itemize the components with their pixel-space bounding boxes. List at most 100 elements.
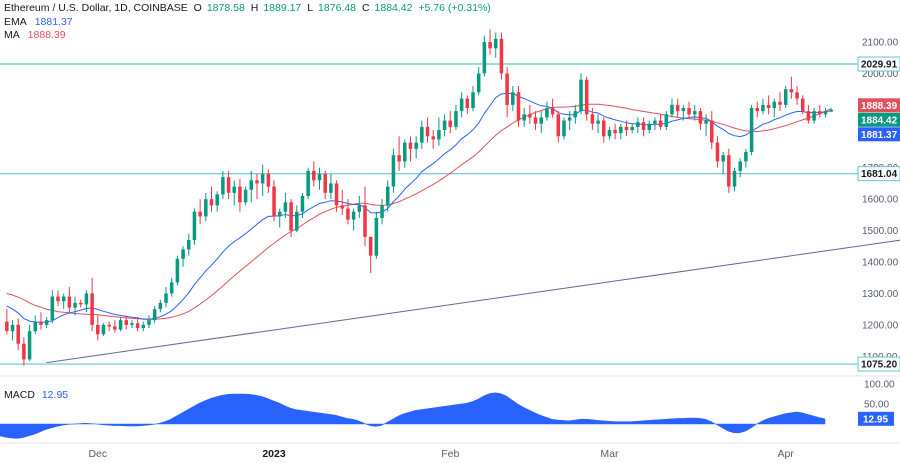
price-axis-tick: 1400.00 [862, 258, 899, 269]
candle [493, 32, 498, 58]
trendline [46, 239, 900, 364]
candle [772, 98, 777, 118]
candle [44, 317, 49, 328]
candle [164, 287, 168, 308]
candle [715, 136, 720, 168]
macd-legend[interactable]: MACD 12.95 [4, 389, 68, 401]
candle [613, 123, 617, 140]
candle-body [710, 120, 714, 143]
candle [789, 76, 794, 99]
candle [84, 290, 89, 313]
candle-body [283, 202, 288, 212]
candle [664, 111, 669, 130]
macd-value: 12.95 [41, 389, 69, 401]
candle [317, 167, 322, 190]
candle [272, 180, 276, 222]
candle [670, 98, 674, 118]
candle [56, 290, 60, 306]
candle [596, 114, 600, 134]
ema-value: 1881.37 [34, 15, 73, 28]
candle [459, 92, 464, 118]
candle [522, 108, 526, 127]
candle [357, 196, 362, 218]
candle-body [33, 321, 38, 332]
ohlc-close: C 1884.42 [361, 2, 413, 14]
candle-body [368, 236, 373, 256]
candle-body [181, 249, 185, 259]
candle [601, 117, 606, 143]
candle [556, 111, 561, 143]
candle-body [442, 120, 447, 130]
candle-body [624, 126, 629, 130]
candle-body [130, 323, 134, 325]
candle-body [198, 211, 202, 217]
candle [78, 299, 83, 308]
candle [755, 101, 760, 118]
candle [641, 117, 646, 137]
candle-body [471, 92, 475, 108]
candle-body [351, 211, 356, 220]
candle-body [340, 205, 345, 209]
candle-body [306, 170, 310, 196]
candle [260, 164, 265, 196]
candle [141, 321, 146, 332]
candle [277, 208, 282, 228]
candle-body [44, 320, 49, 325]
symbol-row: Ethereum / U.S. Dollar, 1D, COINBASE O 18… [4, 2, 494, 16]
ohlc-low: L 1876.48 [307, 2, 357, 14]
candle-body [596, 120, 600, 124]
macd-value-badge-label: 12.95 [863, 414, 888, 425]
candle-body [260, 174, 265, 184]
candle-body [175, 258, 180, 283]
candle-body [698, 111, 703, 124]
candle [10, 320, 15, 341]
candle-body [397, 155, 401, 162]
candle [403, 139, 407, 168]
candle [130, 320, 134, 328]
price-axis-tick: 2100.00 [862, 38, 899, 49]
candle [636, 117, 640, 134]
candle [107, 321, 111, 332]
candle [334, 180, 339, 212]
candle-body [533, 117, 538, 124]
candle-body [721, 155, 725, 162]
candle-body [27, 331, 32, 360]
candle-body [232, 186, 237, 193]
candle-body [334, 183, 339, 206]
ma-legend-row[interactable]: MA 1888.39 [4, 29, 494, 43]
ma-value: 1888.39 [27, 29, 66, 41]
candle [226, 170, 231, 200]
candle-body [380, 205, 384, 218]
candle [471, 86, 475, 112]
candle [266, 169, 271, 193]
ema-legend-row[interactable]: EMA 1881.37 [4, 16, 494, 30]
candle [363, 186, 367, 247]
candle-body [692, 111, 697, 115]
price-axis-tick: 1500.00 [862, 226, 899, 237]
candle-body [391, 155, 396, 187]
candle [653, 117, 657, 130]
candle [215, 191, 219, 212]
candle [783, 86, 788, 108]
candle-body [61, 296, 66, 302]
candle-body [164, 293, 168, 303]
candle-body [613, 130, 617, 134]
candle [16, 318, 20, 350]
candle-body [789, 89, 794, 93]
candle-body [403, 142, 407, 162]
candle [721, 152, 725, 174]
candle [73, 296, 77, 316]
candle [545, 101, 549, 121]
price-badge-label: 1881.37 [861, 130, 898, 141]
candle [101, 323, 106, 336]
candle [380, 199, 384, 225]
candle-body [727, 155, 731, 187]
candle [516, 86, 521, 127]
candle [61, 293, 66, 310]
candle-body [448, 120, 453, 127]
candle-body [607, 130, 612, 137]
candle [374, 211, 379, 259]
candle-body [221, 177, 225, 195]
candle-body [357, 205, 362, 212]
